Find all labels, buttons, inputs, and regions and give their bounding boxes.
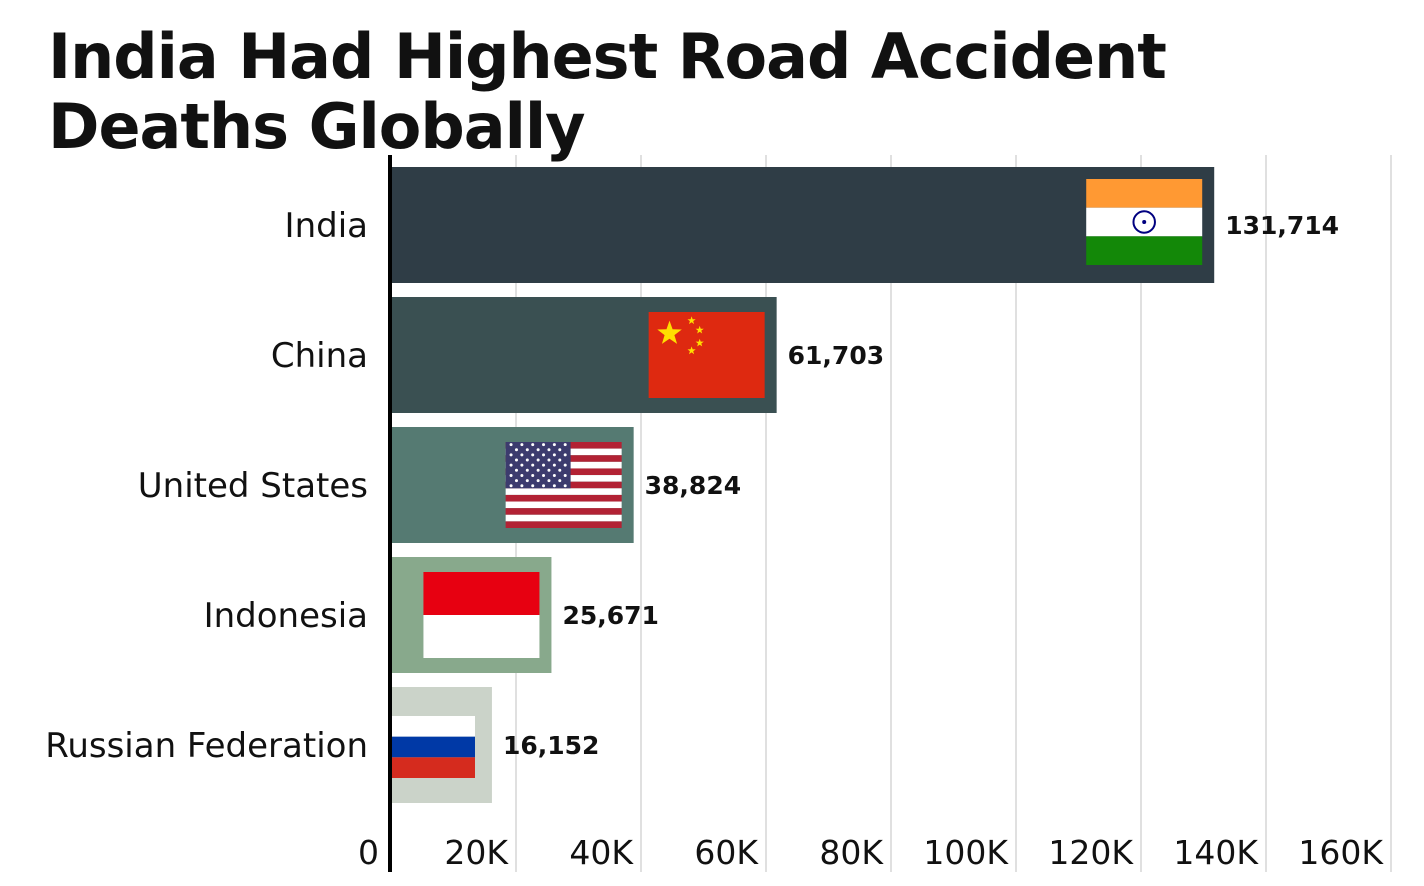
- bar-group-china: 61,703 China: [271, 297, 884, 413]
- star-icon: [695, 338, 704, 347]
- x-tick-label: 80K: [819, 833, 884, 872]
- category-label: India: [285, 206, 368, 246]
- x-tick-label: 60K: [694, 833, 759, 872]
- bar: [391, 167, 1215, 283]
- india-flag: [1086, 179, 1203, 265]
- bar-group-united-states: 38,824 United States: [138, 427, 741, 543]
- bar-group-russian-federation: 16,152 Russian Federation: [45, 687, 599, 803]
- bar-group-indonesia: 25,671 Indonesia: [204, 557, 659, 673]
- bar-group-india: 131,714 India: [285, 167, 1339, 283]
- x-tick-label: 140K: [1173, 833, 1259, 872]
- usa-flag: [505, 442, 622, 528]
- value-label: 131,714: [1225, 211, 1339, 240]
- chart-title: India Had Highest Road Accident Deaths G…: [48, 20, 1167, 163]
- value-label: 16,152: [503, 731, 599, 760]
- category-label: United States: [138, 466, 368, 506]
- category-label: Indonesia: [204, 596, 368, 636]
- x-tick-label: 120K: [1048, 833, 1134, 872]
- star-icon: [695, 325, 704, 334]
- x-tick-label: 20K: [444, 833, 509, 872]
- indonesia-flag: [423, 572, 540, 658]
- x-tick-label: 160K: [1298, 833, 1384, 872]
- star-icon: [687, 346, 696, 355]
- value-label: 38,824: [645, 471, 741, 500]
- chakra-icon: [1132, 210, 1156, 234]
- category-label: China: [271, 336, 368, 376]
- x-tick-label: 0: [358, 833, 379, 872]
- russia-flag: [391, 716, 475, 778]
- x-tick-label: 40K: [569, 833, 634, 872]
- china-flag: [648, 312, 765, 398]
- value-label: 61,703: [788, 341, 884, 370]
- value-label: 25,671: [562, 601, 658, 630]
- x-tick-label: 100K: [923, 833, 1009, 872]
- category-label: Russian Federation: [45, 726, 368, 766]
- star-icon: [687, 316, 696, 325]
- star-icon: [657, 320, 682, 344]
